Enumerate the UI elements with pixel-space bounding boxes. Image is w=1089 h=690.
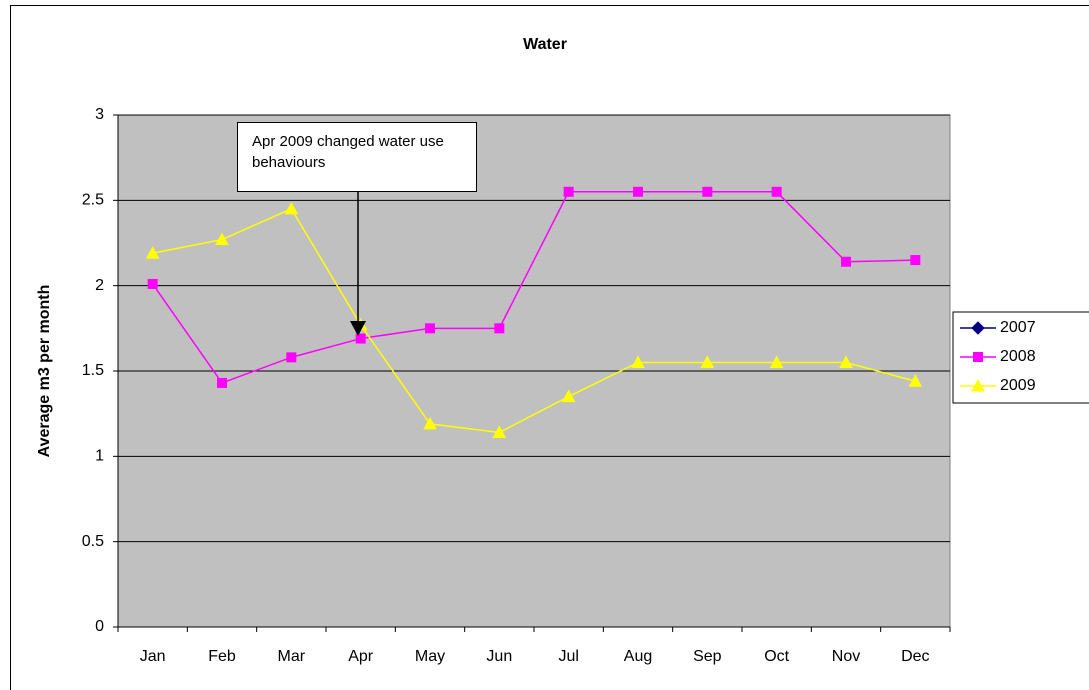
x-tick-label: Jan xyxy=(140,648,166,665)
marker xyxy=(908,374,923,387)
y-tick-label: 2.5 xyxy=(82,192,104,209)
x-tick-label: Dec xyxy=(901,648,929,665)
marker xyxy=(215,232,229,246)
marker xyxy=(771,186,782,197)
marker xyxy=(769,355,784,368)
legend-label: 2009 xyxy=(1000,377,1036,394)
x-tick-label: Feb xyxy=(208,648,236,665)
marker xyxy=(561,389,576,403)
marker xyxy=(147,278,158,289)
y-tick-label: 1.5 xyxy=(82,362,104,379)
marker xyxy=(286,352,297,363)
series-line xyxy=(152,191,916,384)
legend-label: 2007 xyxy=(1000,319,1036,336)
marker xyxy=(973,352,983,362)
marker xyxy=(284,201,299,215)
marker xyxy=(700,355,715,368)
marker xyxy=(425,323,435,334)
x-tick-label: Nov xyxy=(832,648,860,665)
x-tick-label: Oct xyxy=(764,648,789,665)
y-tick-label: 3 xyxy=(95,106,104,123)
marker xyxy=(839,355,853,368)
chart-title: Water xyxy=(523,36,567,53)
marker xyxy=(492,425,507,438)
marker xyxy=(145,246,160,259)
marker xyxy=(494,323,505,334)
series-line xyxy=(152,207,916,434)
marker xyxy=(631,355,645,368)
y-tick-label: 2 xyxy=(95,277,104,294)
marker xyxy=(971,321,985,335)
x-tick-label: Jun xyxy=(486,648,512,665)
marker xyxy=(563,186,574,197)
x-tick-label: Mar xyxy=(278,648,306,665)
marker xyxy=(355,333,366,344)
marker xyxy=(423,416,437,430)
y-tick-label: 0 xyxy=(95,618,104,635)
y-tick-label: 0.5 xyxy=(82,533,104,550)
x-tick-label: Apr xyxy=(348,648,374,665)
marker xyxy=(702,186,713,197)
annotation: Apr 2009 changed water use behaviours xyxy=(237,122,477,192)
x-tick-label: May xyxy=(415,648,445,665)
x-tick-label: Aug xyxy=(624,648,652,665)
x-tick-label: Jul xyxy=(558,648,578,665)
y-tick-label: 1 xyxy=(95,448,104,465)
x-tick-label: Sep xyxy=(693,648,722,665)
annotation-arrowhead xyxy=(350,321,366,336)
marker xyxy=(633,186,643,197)
marker xyxy=(217,377,227,388)
y-axis-label: Average m3 per month xyxy=(36,285,53,458)
marker xyxy=(971,378,985,392)
legend-label: 2008 xyxy=(1000,348,1036,365)
marker xyxy=(841,256,851,267)
marker xyxy=(910,255,921,266)
